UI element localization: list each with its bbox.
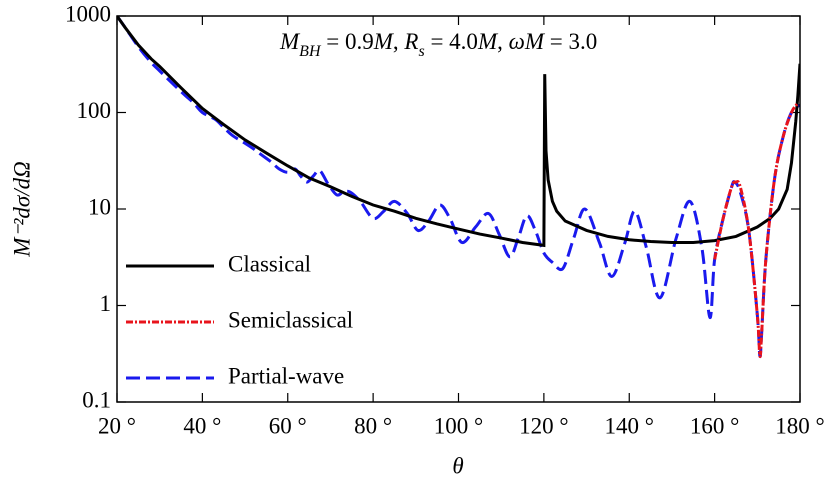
x-tick-label: 40 °: [183, 413, 221, 438]
x-axis-label: θ: [452, 453, 463, 478]
plot-frame: [116, 15, 801, 403]
x-tick-label: 80 °: [354, 413, 392, 438]
x-tick-label: 120 °: [519, 413, 568, 438]
y-tick-label: 10: [88, 194, 111, 219]
annotation-part: s: [418, 43, 424, 60]
annotation-part: BH: [299, 43, 322, 60]
annotation-part: ,: [393, 29, 405, 54]
series-line: [713, 102, 800, 359]
x-tick-label: 20 °: [98, 413, 136, 438]
annotation-part: M: [477, 29, 499, 54]
series-line: [117, 16, 800, 359]
y-tick-label: 0.1: [82, 387, 111, 412]
y-tick-label: 100: [77, 98, 112, 123]
annotation-part: = 3.0: [544, 29, 597, 54]
y-axis-label: M⁻²dσ/dΩ: [9, 161, 34, 258]
x-tick-label: 180 °: [775, 413, 824, 438]
annotation-part: M: [373, 29, 395, 54]
annotation-part: = 4.0: [425, 29, 478, 54]
x-tick-label: 160 °: [690, 413, 739, 438]
y-tick-label: 1000: [65, 1, 111, 26]
annotation-part: ,: [497, 29, 509, 54]
y-tick-label: 1: [100, 291, 112, 316]
x-tick-label: 60 °: [269, 413, 307, 438]
legend-label: Semiclassical: [228, 307, 353, 332]
annotation-part: ωM: [509, 29, 546, 54]
annotation-part: M: [279, 29, 301, 54]
annotation-part: R: [403, 29, 418, 54]
x-tick-label: 140 °: [605, 413, 654, 438]
annotation: MBH = 0.9M, Rs = 4.0M, ωM = 3.0: [279, 29, 597, 60]
x-tick-label: 100 °: [434, 413, 483, 438]
annotation-part: = 0.9: [321, 29, 374, 54]
legend-label: Classical: [228, 251, 311, 276]
legend-label: Partial-wave: [228, 363, 344, 388]
